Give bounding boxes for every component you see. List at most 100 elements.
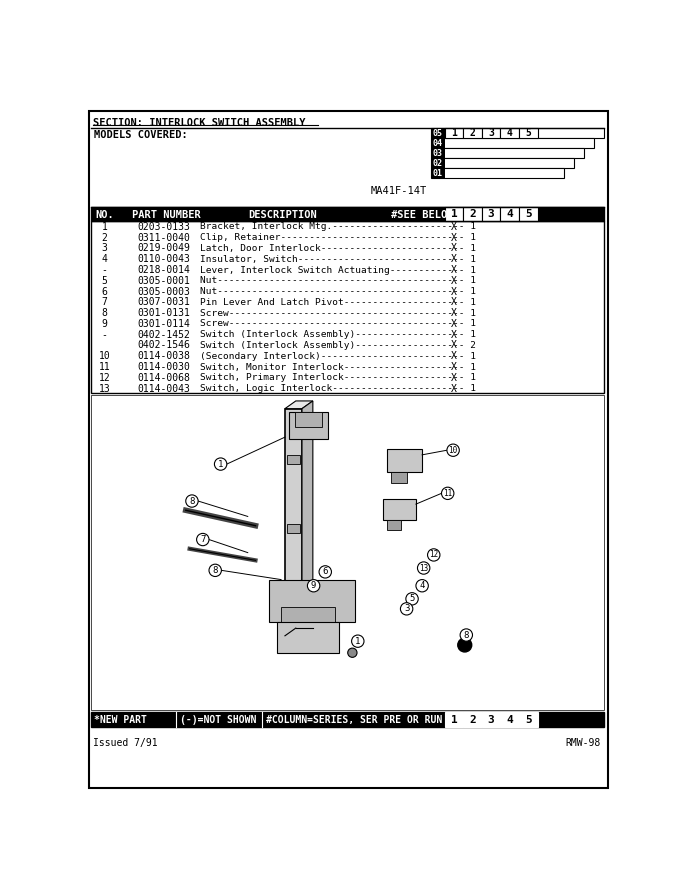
Text: 0114-0068: 0114-0068 bbox=[137, 373, 190, 383]
Text: 1: 1 bbox=[451, 716, 457, 725]
Circle shape bbox=[186, 495, 198, 507]
Circle shape bbox=[428, 549, 440, 561]
Text: 0301-0131: 0301-0131 bbox=[137, 308, 190, 318]
Text: Nut------------------------------------------- 1: Nut-------------------------------------… bbox=[200, 276, 476, 286]
Text: 8: 8 bbox=[101, 308, 107, 318]
Text: MODELS COVERED:: MODELS COVERED: bbox=[95, 130, 188, 140]
Text: 4: 4 bbox=[420, 581, 425, 590]
Circle shape bbox=[447, 444, 459, 457]
Circle shape bbox=[209, 564, 222, 577]
Bar bbox=[91, 221, 605, 393]
Text: X: X bbox=[451, 244, 457, 254]
Bar bbox=[430, 138, 445, 149]
Bar bbox=[295, 412, 322, 427]
Circle shape bbox=[418, 562, 430, 574]
Text: 02: 02 bbox=[432, 159, 443, 168]
Bar bbox=[519, 712, 538, 727]
Text: 2: 2 bbox=[470, 128, 475, 138]
Bar bbox=[519, 206, 538, 221]
Bar bbox=[277, 622, 339, 652]
Bar bbox=[445, 712, 463, 727]
Bar bbox=[430, 128, 605, 138]
Text: X: X bbox=[451, 373, 457, 383]
Text: 10: 10 bbox=[99, 352, 110, 361]
Text: #SEE BELOW: #SEE BELOW bbox=[391, 210, 454, 220]
Bar bbox=[91, 206, 605, 221]
Text: 5: 5 bbox=[525, 716, 532, 725]
Text: X: X bbox=[451, 329, 457, 340]
Bar bbox=[287, 455, 300, 464]
Text: 4: 4 bbox=[507, 716, 513, 725]
Text: X: X bbox=[451, 384, 457, 393]
Text: 0402-1546: 0402-1546 bbox=[137, 341, 190, 351]
Text: 5: 5 bbox=[526, 128, 531, 138]
Text: X: X bbox=[451, 276, 457, 286]
Circle shape bbox=[347, 648, 357, 658]
Bar bbox=[289, 412, 328, 439]
Text: Issued 7/91: Issued 7/91 bbox=[92, 738, 157, 748]
Text: 3: 3 bbox=[488, 209, 494, 219]
Text: 0114-0030: 0114-0030 bbox=[137, 362, 190, 372]
Text: X: X bbox=[451, 297, 457, 307]
Circle shape bbox=[319, 566, 331, 578]
Text: Insulator, Switch----------------------------- 1: Insulator, Switch-----------------------… bbox=[200, 255, 476, 263]
Text: 0203-0133: 0203-0133 bbox=[137, 222, 190, 232]
Text: X: X bbox=[451, 319, 457, 329]
Bar bbox=[430, 158, 445, 168]
Text: 1: 1 bbox=[218, 459, 223, 468]
Bar bbox=[445, 206, 463, 221]
Text: X: X bbox=[451, 308, 457, 318]
Bar bbox=[430, 168, 564, 178]
Text: NO.: NO. bbox=[95, 210, 114, 220]
Text: 3: 3 bbox=[488, 128, 494, 138]
Text: 0402-1452: 0402-1452 bbox=[137, 329, 190, 340]
Text: Screw----------------------------------------- 1: Screw-----------------------------------… bbox=[200, 320, 476, 328]
Text: X: X bbox=[451, 255, 457, 264]
Bar bbox=[391, 472, 407, 483]
Text: 2: 2 bbox=[101, 232, 107, 243]
Text: 6: 6 bbox=[101, 287, 107, 296]
Text: Switch, Primary Interlock--------------------- 1: Switch, Primary Interlock---------------… bbox=[200, 373, 476, 383]
Bar bbox=[500, 206, 519, 221]
Circle shape bbox=[441, 487, 454, 499]
Text: (-)=NOT SHOWN: (-)=NOT SHOWN bbox=[180, 716, 257, 725]
Text: 5: 5 bbox=[409, 595, 415, 603]
Text: X: X bbox=[451, 287, 457, 296]
Text: -: - bbox=[101, 329, 107, 340]
Text: Switch (Interlock Assembly)------------------- 1: Switch (Interlock Assembly)-------------… bbox=[200, 330, 476, 339]
Text: 3: 3 bbox=[488, 716, 494, 725]
Bar bbox=[387, 449, 422, 472]
Text: Nut------------------------------------------- 1: Nut-------------------------------------… bbox=[200, 287, 476, 296]
Text: X: X bbox=[451, 232, 457, 243]
Text: 7: 7 bbox=[200, 535, 205, 544]
Text: Lever, Interlock Switch Actuating------------- 1: Lever, Interlock Switch Actuating-------… bbox=[200, 265, 476, 274]
Bar bbox=[430, 158, 574, 168]
Text: 4: 4 bbox=[101, 255, 107, 264]
Text: 0219-0049: 0219-0049 bbox=[137, 244, 190, 254]
Bar bbox=[384, 498, 416, 521]
Text: 1: 1 bbox=[101, 222, 107, 232]
Text: 12: 12 bbox=[429, 550, 439, 560]
Text: 1: 1 bbox=[451, 128, 457, 138]
Circle shape bbox=[458, 638, 472, 652]
Bar bbox=[463, 128, 482, 138]
Text: 12: 12 bbox=[99, 373, 110, 383]
Text: 3: 3 bbox=[101, 244, 107, 254]
Text: 9: 9 bbox=[311, 581, 316, 590]
Text: Latch, Door Interlock------------------------- 1: Latch, Door Interlock-------------------… bbox=[200, 244, 476, 253]
Circle shape bbox=[197, 533, 209, 546]
Text: -: - bbox=[101, 265, 107, 275]
Text: Screw----------------------------------------- 1: Screw-----------------------------------… bbox=[200, 309, 476, 318]
Text: 0114-0038: 0114-0038 bbox=[137, 352, 190, 361]
Bar bbox=[482, 712, 500, 727]
Bar bbox=[430, 138, 594, 149]
Bar bbox=[519, 128, 538, 138]
Text: SECTION: INTERLOCK SWITCH ASSEMBLY: SECTION: INTERLOCK SWITCH ASSEMBLY bbox=[92, 117, 305, 127]
Text: 2: 2 bbox=[469, 716, 476, 725]
Bar bbox=[287, 586, 300, 595]
Circle shape bbox=[406, 593, 418, 605]
Bar bbox=[91, 395, 605, 710]
Text: 8: 8 bbox=[189, 497, 194, 506]
Text: X: X bbox=[451, 362, 457, 372]
Text: X: X bbox=[451, 352, 457, 361]
